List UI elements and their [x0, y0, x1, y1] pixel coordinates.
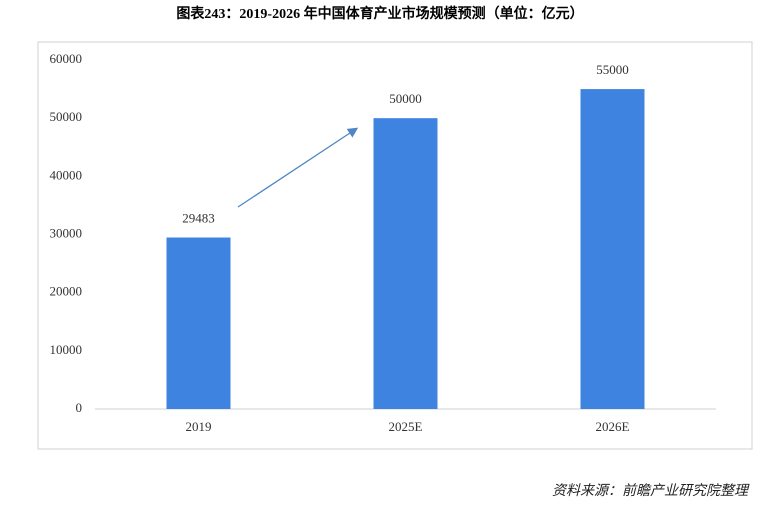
data-label: 50000	[389, 91, 422, 106]
x-tick-label: 2019	[186, 419, 212, 434]
trend-arrow	[237, 127, 359, 208]
y-tick-label: 20000	[50, 284, 83, 299]
chart-title: 图表243：2019-2026 年中国体育产业市场规模预测（单位：亿元）	[176, 5, 583, 22]
y-tick-label: 50000	[50, 109, 83, 124]
source-note: 资料来源：前瞻产业研究院整理	[552, 483, 750, 499]
x-tick-label: 2026E	[596, 419, 630, 434]
bar	[580, 89, 645, 409]
chart-border	[37, 41, 753, 450]
x-tick-label: 2025E	[389, 419, 423, 434]
y-tick-label: 0	[76, 400, 83, 415]
y-tick-label: 30000	[50, 225, 83, 240]
y-tick-label: 40000	[50, 167, 83, 182]
data-label: 29483	[182, 210, 215, 225]
y-tick-label: 10000	[50, 342, 83, 357]
bar	[373, 118, 438, 410]
y-tick-label: 60000	[50, 51, 83, 66]
bar	[166, 237, 231, 409]
data-label: 55000	[596, 62, 629, 77]
